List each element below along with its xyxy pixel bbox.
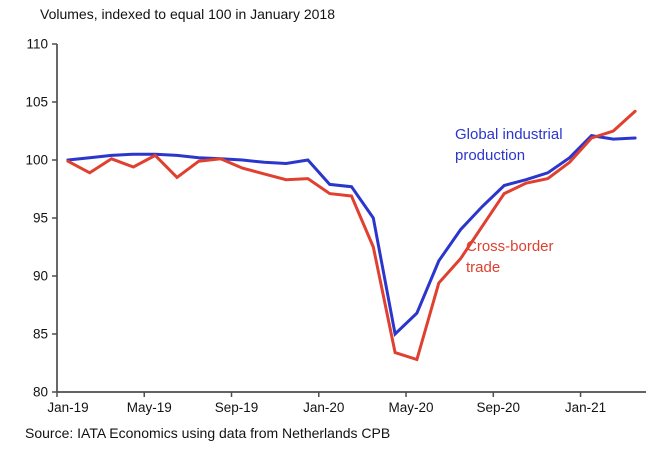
x-tick-label: Jan-20 <box>303 400 344 415</box>
line-global-industrial-production <box>66 133 637 338</box>
x-tick-label: Sep-19 <box>215 400 259 415</box>
x-tick-label: Jan-21 <box>565 400 606 415</box>
series-label-global-industrial-production: Global industrial production <box>455 126 563 164</box>
x-tick-label: Jan-19 <box>47 400 88 415</box>
y-tick-label: 110 <box>26 37 48 52</box>
x-tick-labels: Jan-19 May-19 Sep-19 Jan-20 May-20 Sep-20 Jan-… <box>47 392 606 415</box>
y-tick-label: 90 <box>33 269 48 284</box>
line-cross-border-trade <box>66 109 637 362</box>
series-label-cross-border-trade: Cross-border trade <box>466 238 554 276</box>
x-tick-label: May-20 <box>389 400 434 415</box>
chart-title: Volumes, indexed to equal 100 in January… <box>40 6 335 22</box>
y-tick-label: 80 <box>33 385 48 400</box>
source-note: Source: IATA Economics using data from N… <box>25 425 391 441</box>
x-tick-label: May-19 <box>127 400 172 415</box>
y-tick-label: 105 <box>25 95 48 110</box>
y-tick-labels: 80 85 90 95 100 105 110 <box>25 37 57 400</box>
y-tick-label: 100 <box>25 153 48 168</box>
y-tick-label: 85 <box>33 327 48 342</box>
y-tick-label: 95 <box>33 211 48 226</box>
x-tick-label: Sep-20 <box>477 400 521 415</box>
axes <box>56 44 646 393</box>
